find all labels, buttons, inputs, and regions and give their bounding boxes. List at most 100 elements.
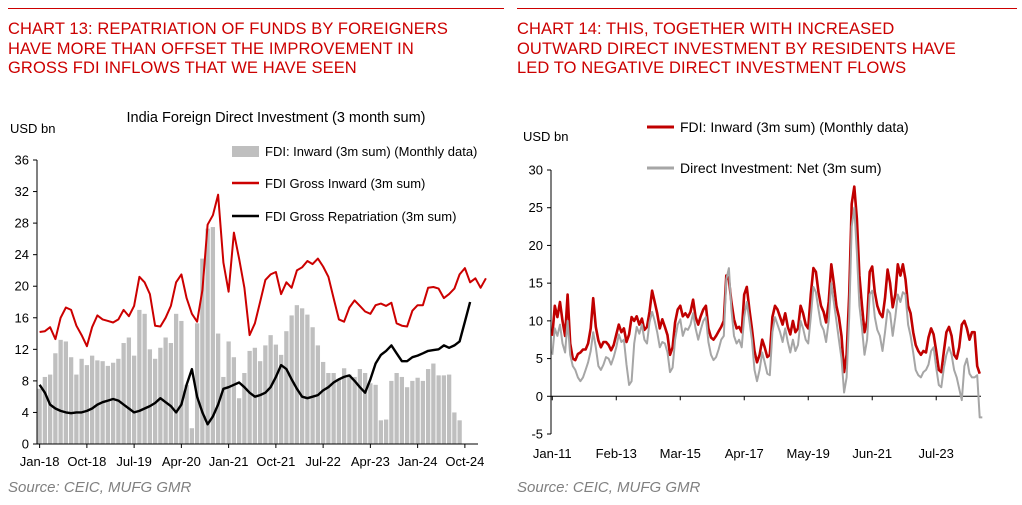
chart-13-bar bbox=[121, 343, 126, 444]
chart-13-bar bbox=[247, 350, 252, 444]
chart-13-bar bbox=[236, 398, 242, 444]
chart-13-y-tick-label: 0 bbox=[22, 437, 29, 452]
chart-13-title: India Foreign Direct Investment (3 month… bbox=[127, 110, 426, 126]
chart-13-bar bbox=[336, 379, 342, 444]
chart-13-x-tick-label: Jul-22 bbox=[305, 454, 340, 469]
chart-13-x-tick-label: Jan-21 bbox=[209, 454, 249, 469]
chart-13-heading-line-1: CHART 13: REPATRIATION OF FUNDS BY FOREI… bbox=[8, 20, 448, 38]
chart-13-bar bbox=[74, 374, 79, 444]
chart-13-source: Source: CEIC, MUFG GMR bbox=[8, 479, 192, 496]
chart-13-y-tick-label: 16 bbox=[15, 310, 29, 325]
chart-13-bar bbox=[226, 341, 231, 444]
chart-13-bar bbox=[420, 380, 426, 444]
chart-13-bar bbox=[184, 384, 189, 444]
chart-13-top-rule bbox=[8, 8, 504, 9]
chart-14-x-tick-label: Mar-15 bbox=[660, 446, 701, 461]
chart-13-bar bbox=[210, 227, 216, 444]
chart-13-bar bbox=[368, 383, 373, 444]
chart-14-y-tick-label: 10 bbox=[529, 313, 543, 328]
chart-13-bar bbox=[331, 373, 336, 444]
chart-13-bar bbox=[352, 376, 357, 444]
chart-13-heading-line-2: HAVE MORE THAN OFFSET THE IMPROVEMENT IN bbox=[8, 39, 414, 58]
chart-13-bar bbox=[231, 357, 237, 444]
chart-13-x-tick-label: Jan-18 bbox=[20, 454, 60, 469]
chart-13-bar bbox=[158, 347, 163, 444]
chart-13-legend-label-2: FDI Gross Inward (3m sum) bbox=[265, 176, 425, 191]
chart-13-series-3-line bbox=[38, 301, 472, 426]
chart-13-bar bbox=[452, 412, 457, 444]
chart-13-y-tick-label: 36 bbox=[15, 153, 29, 168]
chart-14-y-tick-label: 0 bbox=[536, 389, 543, 404]
chart-13-heading: CHART 13: REPATRIATION OF FUNDS BY FOREI… bbox=[8, 20, 448, 79]
chart-13-series-1-bars bbox=[37, 227, 462, 444]
chart-13-bar bbox=[268, 335, 273, 444]
chart-14-x-tick-label: May-19 bbox=[787, 446, 830, 461]
chart-14-series-1-line bbox=[551, 185, 981, 375]
chart-13-bar bbox=[373, 384, 378, 444]
chart-13-bar bbox=[84, 365, 90, 444]
chart-13-y-tick-label: 32 bbox=[15, 184, 29, 199]
chart-14-y-unit-label: USD bn bbox=[523, 129, 569, 144]
chart-13-bar bbox=[383, 419, 389, 444]
chart-14-x-tick-label: Jan-11 bbox=[533, 446, 572, 461]
chart-13-x-tick-label: Oct-24 bbox=[445, 454, 484, 469]
chart-14-x-tick-label: Jul-23 bbox=[918, 446, 953, 461]
chart-14-y-tick-label: 15 bbox=[529, 276, 543, 291]
chart-13-bar bbox=[273, 344, 279, 444]
chart-13-y-tick-label: 8 bbox=[22, 373, 29, 388]
chart-13-legend-swatch-1 bbox=[232, 146, 259, 157]
chart-13-bar bbox=[58, 339, 63, 444]
chart-14-top-rule bbox=[517, 8, 1017, 9]
chart-13-bar bbox=[168, 343, 174, 444]
chart-13-x-tick-label: Oct-18 bbox=[67, 454, 106, 469]
chart-13-bar bbox=[446, 374, 452, 444]
chart-13-legend-label-1: FDI: Inward (3m sum) (Monthly data) bbox=[265, 144, 477, 159]
chart-13-x-tick-label: Apr-23 bbox=[351, 454, 390, 469]
chart-13-bar bbox=[215, 333, 221, 444]
chart-13-y-tick-label: 4 bbox=[22, 405, 29, 420]
chart-14-y-tick-label: -5 bbox=[531, 427, 543, 442]
chart-13-bar bbox=[47, 374, 53, 444]
chart-13-series-2-line bbox=[39, 193, 487, 348]
chart-13-bar bbox=[205, 228, 210, 444]
chart-13-bar bbox=[320, 361, 326, 444]
chart-14-heading-line-2: OUTWARD DIRECT INVESTMENT BY RESIDENTS H… bbox=[517, 39, 956, 58]
chart-13-bar bbox=[137, 309, 142, 444]
chart-13-bar bbox=[404, 387, 410, 444]
chart-13-bar bbox=[378, 420, 384, 444]
chart-13-bar bbox=[163, 337, 168, 444]
chart-13-bar bbox=[200, 258, 205, 444]
chart-14-y-tick-label: 5 bbox=[536, 351, 543, 366]
chart-13-bar bbox=[278, 354, 284, 444]
chart-13-bar bbox=[110, 362, 116, 444]
chart-13-bar bbox=[242, 373, 247, 444]
chart-13-bar bbox=[431, 363, 436, 444]
chart-13-bar bbox=[147, 349, 153, 444]
chart-13-bar bbox=[389, 380, 394, 444]
chart-14-heading-line-1: CHART 14: THIS, TOGETHER WITH INCREASED bbox=[517, 20, 895, 38]
chart-13-bar bbox=[131, 355, 137, 444]
chart-13-bar bbox=[142, 313, 147, 444]
chart-13-bar bbox=[425, 369, 431, 444]
chart-13-x-tick-label: Jan-24 bbox=[398, 454, 438, 469]
chart-13-figure: India Foreign Direct Investment (3 month… bbox=[10, 110, 487, 469]
chart-13-bar bbox=[189, 428, 195, 444]
chart-13-bar bbox=[257, 361, 263, 444]
chart-13-y-tick-label: 28 bbox=[15, 216, 29, 231]
chart-13-y-tick-label: 12 bbox=[15, 342, 29, 357]
chart-13-bar bbox=[441, 375, 447, 444]
chart-13-bar bbox=[326, 373, 331, 444]
chart-14-y-tick-label: 30 bbox=[529, 163, 543, 178]
chart-13-bar bbox=[68, 357, 74, 444]
chart-14-x-tick-label: Feb-13 bbox=[596, 446, 637, 461]
chart-14-x-tick-label: Jun-21 bbox=[852, 446, 892, 461]
chart-13-bar bbox=[284, 331, 289, 444]
chart-13-bar bbox=[394, 373, 399, 444]
chart-13-bar bbox=[37, 388, 42, 444]
chart-13-bar bbox=[105, 365, 111, 444]
chart-14-y-tick-label: 25 bbox=[529, 200, 543, 215]
chart-14-legend-label-2: Direct Investment: Net (3m sum) bbox=[680, 160, 882, 176]
chart-13-bar bbox=[310, 327, 315, 444]
chart-13-bar bbox=[357, 369, 363, 444]
chart-14-figure: USD bn -5 0 5 10 15 20 25 30 Jan-11 Feb-13 Mar-15 Ap… bbox=[523, 119, 983, 461]
